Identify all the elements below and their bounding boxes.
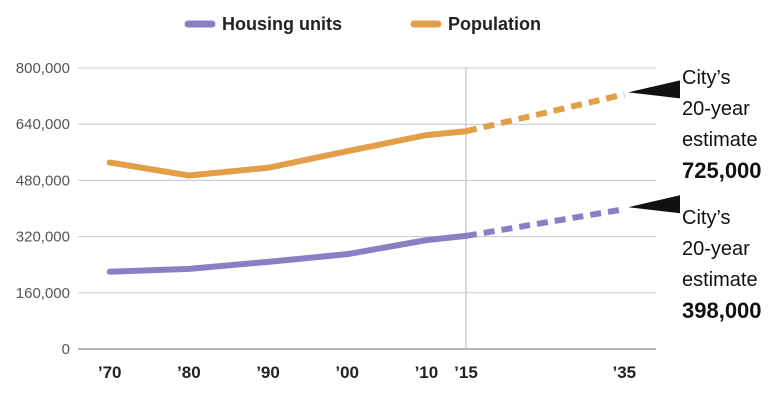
series-line-housing-units <box>106 232 469 275</box>
series-line-population <box>106 128 469 179</box>
legend-item-housing-units: Housing units <box>184 14 342 34</box>
annotation-line-2: 20-year <box>682 98 750 120</box>
legend-label-housing-units: Housing units <box>222 14 342 34</box>
annotation-pointer-population <box>628 80 680 99</box>
x-tick-label: ’70 <box>98 363 122 382</box>
annotation-line-3: estimate <box>682 129 758 151</box>
x-tick-label: ’35 <box>613 363 637 382</box>
y-tick-label: 800,000 <box>16 60 70 77</box>
legend: Housing units Population <box>184 14 541 34</box>
y-tick-label: 0 <box>62 341 70 358</box>
series-lines <box>106 91 626 275</box>
annotation-value-housing-units: 398,000 <box>682 298 762 323</box>
annotation-line-1: City’s <box>682 67 731 89</box>
x-tick-label: ’00 <box>335 363 359 382</box>
x-tick-label: ’15 <box>454 363 478 382</box>
y-tick-label: 160,000 <box>16 285 70 302</box>
x-tick-label: ’80 <box>177 363 201 382</box>
x-axis-ticks: ’70 ’80 ’90 ’00 ’10 ’15 ’35 <box>98 363 636 382</box>
series-projection-population <box>465 91 626 135</box>
y-tick-label: 320,000 <box>16 229 70 246</box>
annotation-population: City’s 20-year estimate 725,000 <box>628 67 762 183</box>
y-axis-ticks: 800,000 640,000 480,000 320,000 160,000 0 <box>16 60 70 358</box>
annotation-pointer-housing-units <box>628 195 680 214</box>
annotation-line-2: 20-year <box>682 238 750 260</box>
y-tick-label: 640,000 <box>16 116 70 133</box>
annotation-housing-units: City’s 20-year estimate 398,000 <box>628 195 762 323</box>
x-tick-label: ’10 <box>415 363 439 382</box>
y-tick-label: 480,000 <box>16 172 70 189</box>
annotation-value-population: 725,000 <box>682 158 762 183</box>
annotation-line-3: estimate <box>682 269 758 291</box>
x-tick-label: ’90 <box>256 363 280 382</box>
legend-label-population: Population <box>448 14 541 34</box>
series-projection-housing-units <box>465 206 625 239</box>
legend-item-population: Population <box>410 14 541 34</box>
annotation-line-1: City’s <box>682 207 731 229</box>
gridlines <box>78 67 656 350</box>
